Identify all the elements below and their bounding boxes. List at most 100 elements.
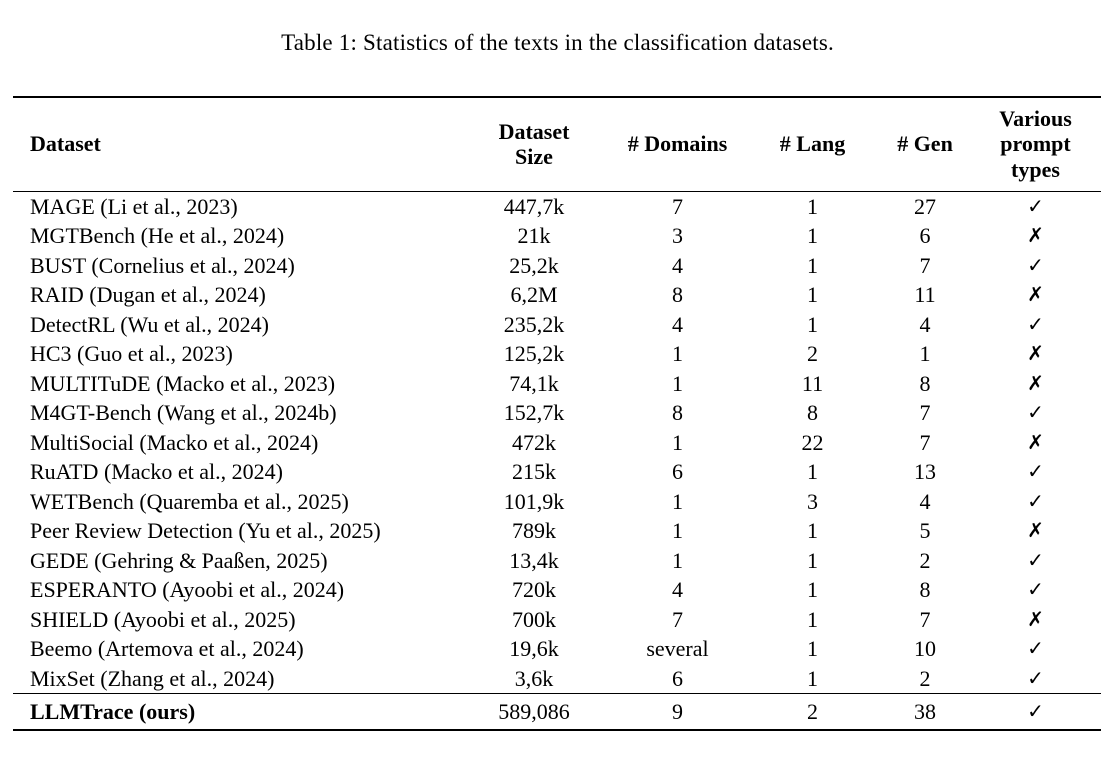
cell-num-lang: 1 [807, 577, 818, 602]
cell-dataset-size: 3,6k [514, 665, 554, 691]
cell-various-prompts-mark: ✗ [1027, 341, 1044, 365]
cell-dataset-size: 25,2k [509, 252, 559, 278]
cell-num-domains: 1 [672, 370, 683, 396]
table-row: MAGE (Li et al., 2023) 447,7k 7 1 27 ✓ [13, 191, 1101, 221]
cell-dataset-name: LLMTrace (ours) [13, 693, 458, 731]
cell-num-gen: 8 [919, 370, 931, 396]
cell-num-gen: 5 [919, 518, 931, 543]
cell-dataset-size: 720k [512, 577, 556, 602]
column-header-domains: # Domains [610, 96, 745, 192]
cell-num-gen: 7 [919, 252, 931, 278]
cell-num-lang: 3 [807, 488, 818, 514]
table-row: DetectRL (Wu et al., 2024) 235,2k 4 1 4 … [13, 310, 1101, 340]
cell-dataset-size: 152,7k [503, 400, 565, 425]
cell-dataset-size: 789k [512, 518, 556, 543]
table-row: M4GT-Bench (Wang et al., 2024b) 152,7k 8… [13, 398, 1101, 428]
table-row: RuATD (Macko et al., 2024) 215k 6 1 13 ✓ [13, 457, 1101, 487]
cell-num-lang: 2 [745, 693, 880, 731]
cell-dataset-name: BUST (Cornelius et al., 2024) [30, 252, 295, 278]
cell-dataset-size: 125,2k [503, 341, 565, 366]
cell-num-lang: 22 [801, 429, 824, 455]
table-row: Beemo (Artemova et al., 2024) 19,6k seve… [13, 634, 1101, 664]
cell-dataset-name: MultiSocial (Macko et al., 2024) [30, 429, 319, 455]
cell-num-gen: 2 [919, 665, 931, 691]
cell-dataset-name: Beemo (Artemova et al., 2024) [30, 636, 304, 661]
cell-dataset-size: 74,1k [509, 370, 559, 396]
cell-num-domains: 7 [672, 193, 683, 219]
table-row: MULTITuDE (Macko et al., 2023) 74,1k 1 1… [13, 369, 1101, 399]
cell-num-gen: 8 [919, 577, 931, 602]
cell-num-gen: 7 [919, 606, 931, 632]
cell-num-domains: 1 [672, 547, 683, 573]
cell-dataset-size: 589,086 [458, 693, 610, 731]
cell-dataset-name: M4GT-Bench (Wang et al., 2024b) [30, 400, 337, 425]
table-row: BUST (Cornelius et al., 2024) 25,2k 4 1 … [13, 251, 1101, 281]
cell-num-lang: 1 [807, 547, 818, 573]
cell-dataset-name: RuATD (Macko et al., 2024) [30, 459, 283, 484]
table-row: RAID (Dugan et al., 2024) 6,2M 8 1 11 ✗ [13, 280, 1101, 310]
column-header-dataset-size: Dataset Size [458, 96, 610, 192]
cell-num-domains: 6 [672, 665, 683, 691]
cell-num-domains: 4 [672, 577, 683, 602]
cell-various-prompts-mark: ✓ [1027, 665, 1044, 690]
cell-dataset-size: 19,6k [509, 636, 559, 661]
cell-num-lang: 1 [807, 223, 818, 248]
cell-various-prompts-mark: ✓ [1027, 488, 1044, 513]
cell-various-prompts-mark: ✓ [1027, 547, 1044, 572]
cell-num-lang: 8 [807, 400, 818, 425]
table-row: ESPERANTO (Ayoobi et al., 2024) 720k 4 1… [13, 575, 1101, 605]
cell-num-domains: 4 [672, 311, 683, 337]
table-row: LLMTrace (ours) 589,086 9 2 38 ✓ [13, 693, 1101, 731]
cell-num-lang: 11 [801, 370, 824, 396]
cell-various-prompts-mark: ✓ [970, 693, 1101, 731]
cell-various-prompts-mark: ✗ [1027, 518, 1044, 542]
cell-dataset-name: MGTBench (He et al., 2024) [30, 223, 285, 248]
cell-num-gen: 2 [919, 547, 931, 573]
table-row: GEDE (Gehring & Paaßen, 2025) 13,4k 1 1 … [13, 546, 1101, 576]
paper-page: Table 1: Statistics of the texts in the … [13, 30, 1101, 731]
cell-dataset-size: 6,2M [510, 282, 558, 307]
cell-various-prompts-mark: ✗ [1027, 223, 1044, 247]
cell-num-lang: 1 [807, 252, 818, 278]
column-header-various-prompt-types: Various prompt types [970, 96, 1101, 192]
cell-dataset-name: MULTITuDE (Macko et al., 2023) [30, 370, 336, 396]
table-row: Peer Review Detection (Yu et al., 2025) … [13, 516, 1101, 546]
cell-various-prompts-mark: ✗ [1027, 282, 1044, 306]
cell-num-lang: 1 [807, 518, 818, 543]
table-row: SHIELD (Ayoobi et al., 2025) 700k 7 1 7 … [13, 605, 1101, 635]
cell-dataset-name: DetectRL (Wu et al., 2024) [30, 311, 269, 337]
cell-various-prompts-mark: ✓ [1027, 577, 1044, 601]
cell-num-domains: 8 [672, 400, 683, 425]
cell-various-prompts-mark: ✗ [1027, 429, 1044, 454]
cell-dataset-name: HC3 (Guo et al., 2023) [30, 341, 233, 366]
cell-various-prompts-mark: ✓ [1027, 311, 1044, 336]
cell-dataset-size: 700k [512, 606, 556, 632]
cell-num-domains: 1 [672, 341, 683, 366]
cell-num-domains: 1 [672, 488, 683, 514]
cell-num-gen: 6 [919, 223, 931, 248]
cell-various-prompts-mark: ✓ [1027, 459, 1044, 483]
cell-num-gen: 7 [919, 400, 931, 425]
cell-num-domains: 9 [610, 693, 745, 731]
cell-num-gen: 4 [919, 311, 931, 337]
cell-dataset-size: 215k [512, 459, 556, 484]
cell-num-lang: 1 [807, 636, 818, 661]
cell-num-lang: 1 [807, 193, 818, 219]
cell-dataset-size: 447,7k [503, 193, 565, 219]
cell-various-prompts-mark: ✗ [1027, 370, 1044, 395]
cell-dataset-size: 101,9k [503, 488, 565, 514]
table-row: MultiSocial (Macko et al., 2024) 472k 1 … [13, 428, 1101, 458]
cell-dataset-name: RAID (Dugan et al., 2024) [30, 282, 266, 307]
table-row: MixSet (Zhang et al., 2024) 3,6k 6 1 2 ✓ [13, 664, 1101, 694]
cell-num-domains: 6 [672, 459, 683, 484]
cell-dataset-name: GEDE (Gehring & Paaßen, 2025) [30, 547, 328, 573]
cell-num-lang: 1 [807, 665, 818, 691]
cell-num-domains: 7 [672, 606, 683, 632]
cell-various-prompts-mark: ✓ [1027, 252, 1044, 277]
table-caption: Table 1: Statistics of the texts in the … [281, 30, 834, 55]
cell-dataset-name: ESPERANTO (Ayoobi et al., 2024) [30, 577, 345, 602]
cell-dataset-name: MAGE (Li et al., 2023) [30, 193, 238, 219]
cell-various-prompts-mark: ✓ [1027, 400, 1044, 424]
cell-num-gen: 4 [919, 488, 931, 514]
cell-num-gen: 38 [880, 693, 970, 731]
